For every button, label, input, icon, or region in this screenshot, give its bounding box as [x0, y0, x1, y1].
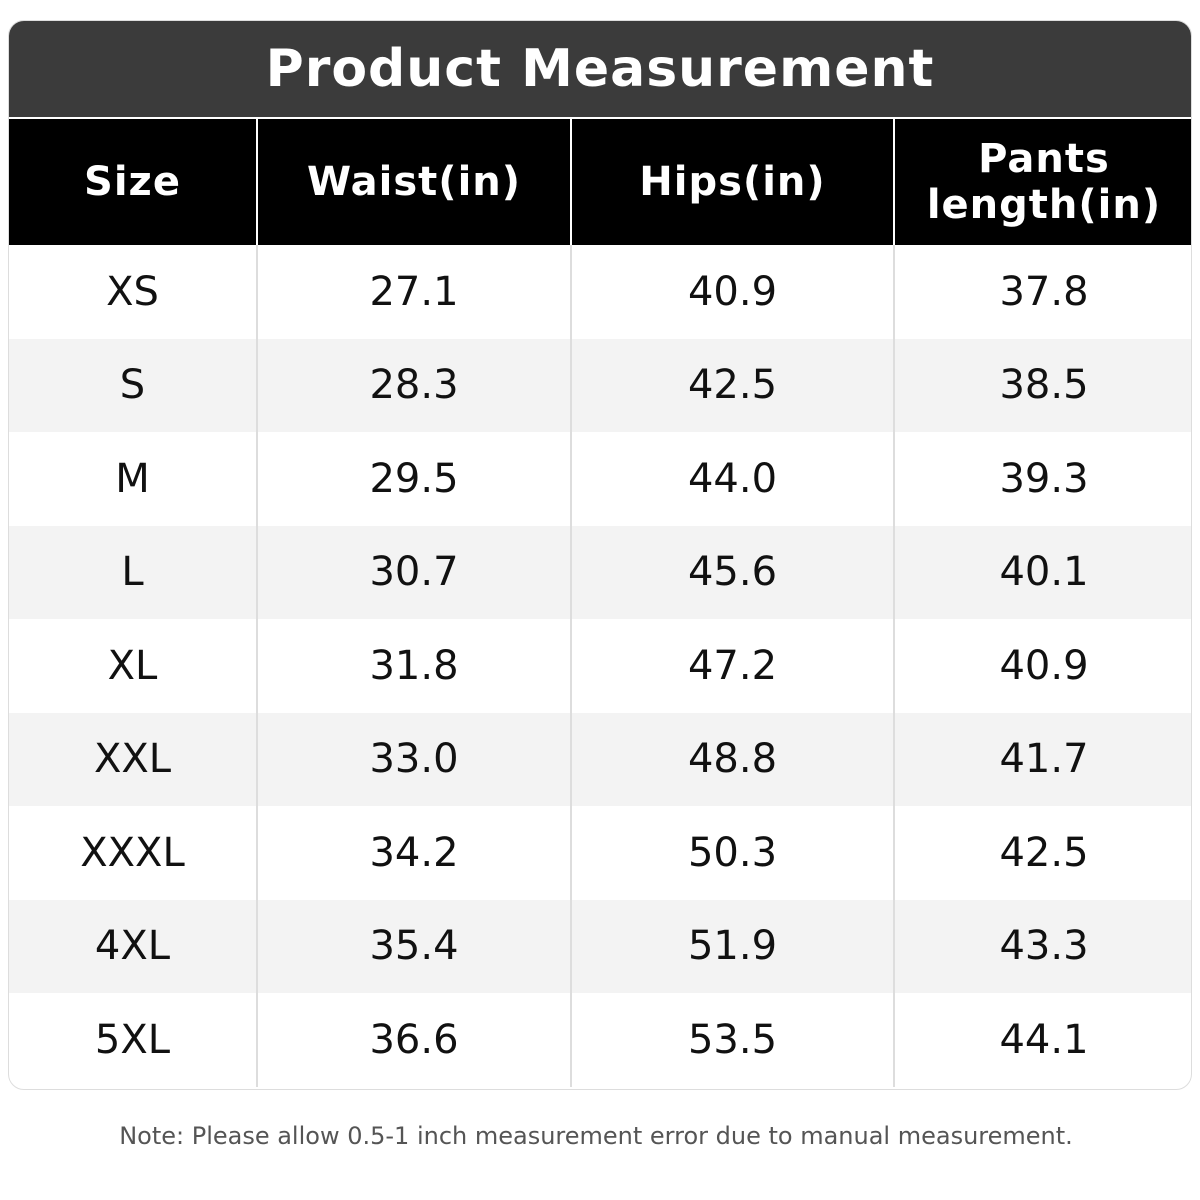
value-cell: 27.1	[256, 245, 571, 339]
value-cell: 35.4	[256, 899, 571, 993]
table-row: L 30.7 45.6 40.1	[9, 525, 1191, 619]
table-row: 5XL 36.6 53.5 44.1	[9, 993, 1191, 1087]
value-cell: 50.3	[570, 806, 894, 900]
value-cell: 47.2	[570, 619, 894, 713]
table-body: XS 27.1 40.9 37.8 S 28.3 42.5 38.5 M 29.5 44.0 39.3…	[9, 245, 1191, 1087]
size-cell: S	[9, 338, 257, 432]
table-row: XS 27.1 40.9 37.8	[9, 245, 1191, 339]
note: Note: Please allow 0.5-1 inch measuremen…	[119, 1122, 1073, 1150]
size-table: Size Waist(in) Hips(in) Pants length(in) XS…	[9, 119, 1191, 1087]
value-cell: 44.0	[570, 432, 894, 526]
value-cell: 42.5	[893, 806, 1191, 900]
table-row: XL 31.8 47.2 40.9	[9, 619, 1191, 713]
value-cell: 40.9	[893, 619, 1191, 713]
value-cell: 40.9	[570, 245, 894, 339]
value-cell: 51.9	[570, 899, 894, 993]
table-row: M 29.5 44.0 39.3	[9, 432, 1191, 526]
header-cell: Hips(in)	[570, 119, 894, 245]
size-card: Product Measurement Size Waist(in) Hips(in…	[8, 20, 1192, 1090]
value-cell: 36.6	[256, 993, 571, 1087]
size-cell: L	[9, 525, 257, 619]
table-row: S 28.3 42.5 38.5	[9, 338, 1191, 432]
size-cell: 5XL	[94, 1016, 171, 1063]
size-cell: M	[115, 455, 150, 502]
size-cell: XXL	[9, 712, 257, 806]
size-cell: 4XL	[9, 899, 257, 993]
header-cell: Waist(in)	[256, 119, 571, 245]
value-cell: 48.8	[570, 712, 894, 806]
value-cell: 31.8	[256, 619, 571, 713]
value-cell: 37.8	[893, 245, 1191, 339]
value-cell: 41.7	[893, 712, 1191, 806]
header-cell: Pants length(in)	[893, 119, 1191, 245]
value-cell: 34.2	[256, 806, 571, 900]
value-cell: 39.3	[893, 432, 1191, 526]
value-cell: 42.5	[570, 338, 894, 432]
value-cell: 28.3	[256, 338, 571, 432]
value-cell: 30.7	[256, 525, 571, 619]
value-cell: 29.5	[256, 432, 571, 526]
table-row: 4XL 35.4 51.9 43.3	[9, 899, 1191, 993]
table-row: XXXL 34.2 50.3 42.5	[9, 806, 1191, 900]
header-cell: Size	[9, 119, 257, 245]
value-cell: 44.1	[893, 993, 1191, 1087]
value-cell: 38.5	[893, 338, 1191, 432]
value-cell: 33.0	[256, 712, 571, 806]
value-cell: 53.5	[570, 993, 894, 1087]
value-cell: 43.3	[893, 899, 1191, 993]
size-cell: XXXL	[80, 829, 185, 876]
header-row: Size Waist(in) Hips(in) Pants length(in)	[9, 119, 1191, 245]
value-cell: 40.1	[893, 525, 1191, 619]
size-cell: XL	[107, 642, 158, 689]
size-cell: XS	[106, 268, 159, 315]
table-row: XXL 33.0 48.8 41.7	[9, 712, 1191, 806]
title: Product Measurement	[9, 21, 1191, 119]
value-cell: 45.6	[570, 525, 894, 619]
